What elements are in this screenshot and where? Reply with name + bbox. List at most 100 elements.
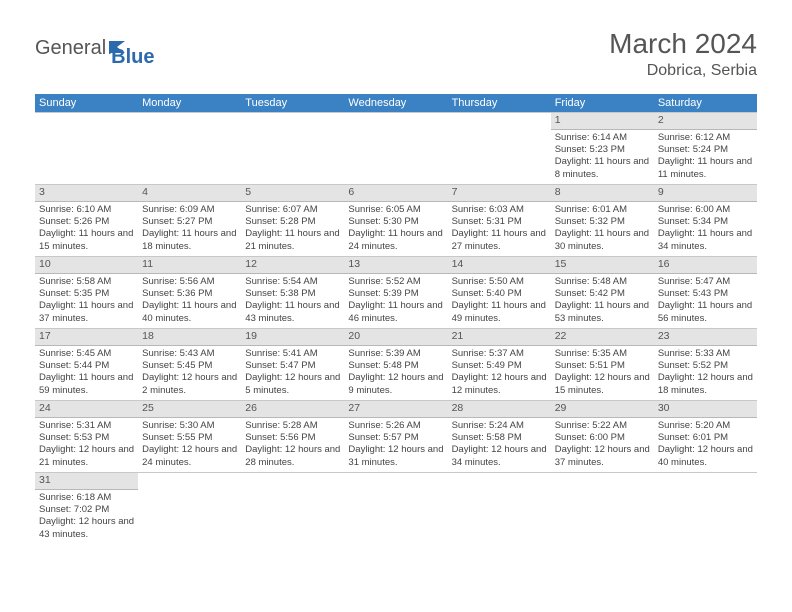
location: Dobrica, Serbia (609, 62, 757, 80)
daylight-line: Daylight: 12 hours and 28 minutes. (245, 444, 340, 469)
day-details: Sunrise: 6:05 AMSunset: 5:30 PMDaylight:… (344, 202, 447, 256)
logo-text-a: General (35, 37, 106, 60)
sunset-line: Sunset: 5:49 PM (452, 360, 547, 372)
day-details: Sunrise: 5:22 AMSunset: 6:00 PMDaylight:… (551, 418, 654, 472)
sunset-line: Sunset: 5:58 PM (452, 432, 547, 444)
day-details: Sunrise: 5:47 AMSunset: 5:43 PMDaylight:… (654, 274, 757, 328)
day-number: 15 (551, 257, 654, 274)
day-details: Sunrise: 5:24 AMSunset: 5:58 PMDaylight:… (448, 418, 551, 472)
calendar-day-empty (344, 473, 447, 545)
sunrise-line: Sunrise: 5:20 AM (658, 420, 753, 432)
day-number: 10 (35, 257, 138, 274)
day-details: Sunrise: 5:31 AMSunset: 5:53 PMDaylight:… (35, 418, 138, 472)
sunrise-line: Sunrise: 5:37 AM (452, 348, 547, 360)
calendar-day: 2Sunrise: 6:12 AMSunset: 5:24 PMDaylight… (654, 113, 757, 185)
calendar-day: 6Sunrise: 6:05 AMSunset: 5:30 PMDaylight… (344, 185, 447, 257)
sunset-line: Sunset: 5:35 PM (39, 288, 134, 300)
day-details: Sunrise: 6:01 AMSunset: 5:32 PMDaylight:… (551, 202, 654, 256)
calendar-day: 26Sunrise: 5:28 AMSunset: 5:56 PMDayligh… (241, 401, 344, 473)
sunset-line: Sunset: 5:48 PM (348, 360, 443, 372)
day-details: Sunrise: 6:12 AMSunset: 5:24 PMDaylight:… (654, 130, 757, 184)
sunrise-line: Sunrise: 6:18 AM (39, 492, 134, 504)
day-details: Sunrise: 5:45 AMSunset: 5:44 PMDaylight:… (35, 346, 138, 400)
day-number: 24 (35, 401, 138, 418)
sunrise-line: Sunrise: 5:24 AM (452, 420, 547, 432)
calendar-day: 1Sunrise: 6:14 AMSunset: 5:23 PMDaylight… (551, 113, 654, 185)
calendar-day-empty (448, 473, 551, 545)
sunrise-line: Sunrise: 6:10 AM (39, 204, 134, 216)
day-number: 26 (241, 401, 344, 418)
sunrise-line: Sunrise: 5:52 AM (348, 276, 443, 288)
sunrise-line: Sunrise: 6:12 AM (658, 132, 753, 144)
daylight-line: Daylight: 11 hours and 18 minutes. (142, 228, 237, 253)
day-details: Sunrise: 6:09 AMSunset: 5:27 PMDaylight:… (138, 202, 241, 256)
sunset-line: Sunset: 5:47 PM (245, 360, 340, 372)
sunrise-line: Sunrise: 5:31 AM (39, 420, 134, 432)
calendar-day-empty (344, 113, 447, 185)
daylight-line: Daylight: 11 hours and 27 minutes. (452, 228, 547, 253)
daylight-line: Daylight: 12 hours and 34 minutes. (452, 444, 547, 469)
calendar-day: 14Sunrise: 5:50 AMSunset: 5:40 PMDayligh… (448, 257, 551, 329)
daylight-line: Daylight: 11 hours and 56 minutes. (658, 300, 753, 325)
calendar-day-empty (35, 113, 138, 185)
sunset-line: Sunset: 5:32 PM (555, 216, 650, 228)
sunset-line: Sunset: 5:34 PM (658, 216, 753, 228)
daylight-line: Daylight: 11 hours and 49 minutes. (452, 300, 547, 325)
calendar-day: 4Sunrise: 6:09 AMSunset: 5:27 PMDaylight… (138, 185, 241, 257)
sunrise-line: Sunrise: 6:05 AM (348, 204, 443, 216)
day-details: Sunrise: 5:48 AMSunset: 5:42 PMDaylight:… (551, 274, 654, 328)
daylight-line: Daylight: 12 hours and 37 minutes. (555, 444, 650, 469)
calendar-day: 18Sunrise: 5:43 AMSunset: 5:45 PMDayligh… (138, 329, 241, 401)
day-details: Sunrise: 6:00 AMSunset: 5:34 PMDaylight:… (654, 202, 757, 256)
logo-text-b: Blue (111, 46, 154, 68)
sunset-line: Sunset: 5:52 PM (658, 360, 753, 372)
calendar-day: 17Sunrise: 5:45 AMSunset: 5:44 PMDayligh… (35, 329, 138, 401)
day-number: 7 (448, 185, 551, 202)
sunset-line: Sunset: 7:02 PM (39, 504, 134, 516)
day-number: 13 (344, 257, 447, 274)
day-number: 31 (35, 473, 138, 490)
sunset-line: Sunset: 5:30 PM (348, 216, 443, 228)
calendar-day: 10 Sunrise: 5:58 AMSunset: 5:35 PMDayligh… (35, 257, 138, 329)
sunrise-line: Sunrise: 5:35 AM (555, 348, 650, 360)
weekday-header: Saturday (654, 94, 757, 113)
sunrise-line: Sunrise: 5:45 AM (39, 348, 134, 360)
sunset-line: Sunset: 5:36 PM (142, 288, 237, 300)
header: General Blue March 2024 Dobrica, Serbia (35, 28, 757, 80)
sunrise-line: Sunrise: 6:00 AM (658, 204, 753, 216)
sunset-line: Sunset: 5:42 PM (555, 288, 650, 300)
daylight-line: Daylight: 12 hours and 15 minutes. (555, 372, 650, 397)
sunset-line: Sunset: 5:45 PM (142, 360, 237, 372)
calendar-day: 31 Sunrise: 6:18 AMSunset: 7:02 PMDayligh… (35, 473, 138, 545)
calendar-day: 15Sunrise: 5:48 AMSunset: 5:42 PMDayligh… (551, 257, 654, 329)
day-details: Sunrise: 5:43 AMSunset: 5:45 PMDaylight:… (138, 346, 241, 400)
sunset-line: Sunset: 5:44 PM (39, 360, 134, 372)
day-details: Sunrise: 6:07 AMSunset: 5:28 PMDaylight:… (241, 202, 344, 256)
weekday-header: Sunday (35, 94, 138, 113)
day-details: Sunrise: 5:37 AMSunset: 5:49 PMDaylight:… (448, 346, 551, 400)
sunrise-line: Sunrise: 5:22 AM (555, 420, 650, 432)
day-number: 16 (654, 257, 757, 274)
day-number: 30 (654, 401, 757, 418)
daylight-line: Daylight: 11 hours and 43 minutes. (245, 300, 340, 325)
day-details: Sunrise: 5:30 AMSunset: 5:55 PMDaylight:… (138, 418, 241, 472)
calendar-day: 12Sunrise: 5:54 AMSunset: 5:38 PMDayligh… (241, 257, 344, 329)
calendar-day: 13Sunrise: 5:52 AMSunset: 5:39 PMDayligh… (344, 257, 447, 329)
logo: General Blue (35, 28, 155, 69)
sunset-line: Sunset: 5:53 PM (39, 432, 134, 444)
daylight-line: Daylight: 11 hours and 46 minutes. (348, 300, 443, 325)
calendar-day: 23Sunrise: 5:33 AMSunset: 5:52 PMDayligh… (654, 329, 757, 401)
sunset-line: Sunset: 5:23 PM (555, 144, 650, 156)
sunrise-line: Sunrise: 5:43 AM (142, 348, 237, 360)
daylight-line: Daylight: 11 hours and 37 minutes. (39, 300, 134, 325)
calendar-week: 24Sunrise: 5:31 AMSunset: 5:53 PMDayligh… (35, 401, 757, 473)
calendar-day: 24Sunrise: 5:31 AMSunset: 5:53 PMDayligh… (35, 401, 138, 473)
sunrise-line: Sunrise: 5:58 AM (39, 276, 134, 288)
weekday-header: Tuesday (241, 94, 344, 113)
calendar-day: 5Sunrise: 6:07 AMSunset: 5:28 PMDaylight… (241, 185, 344, 257)
weekday-row: SundayMondayTuesdayWednesdayThursdayFrid… (35, 94, 757, 113)
day-number: 9 (654, 185, 757, 202)
calendar-day: 27Sunrise: 5:26 AMSunset: 5:57 PMDayligh… (344, 401, 447, 473)
daylight-line: Daylight: 12 hours and 43 minutes. (39, 516, 134, 541)
day-number: 8 (551, 185, 654, 202)
